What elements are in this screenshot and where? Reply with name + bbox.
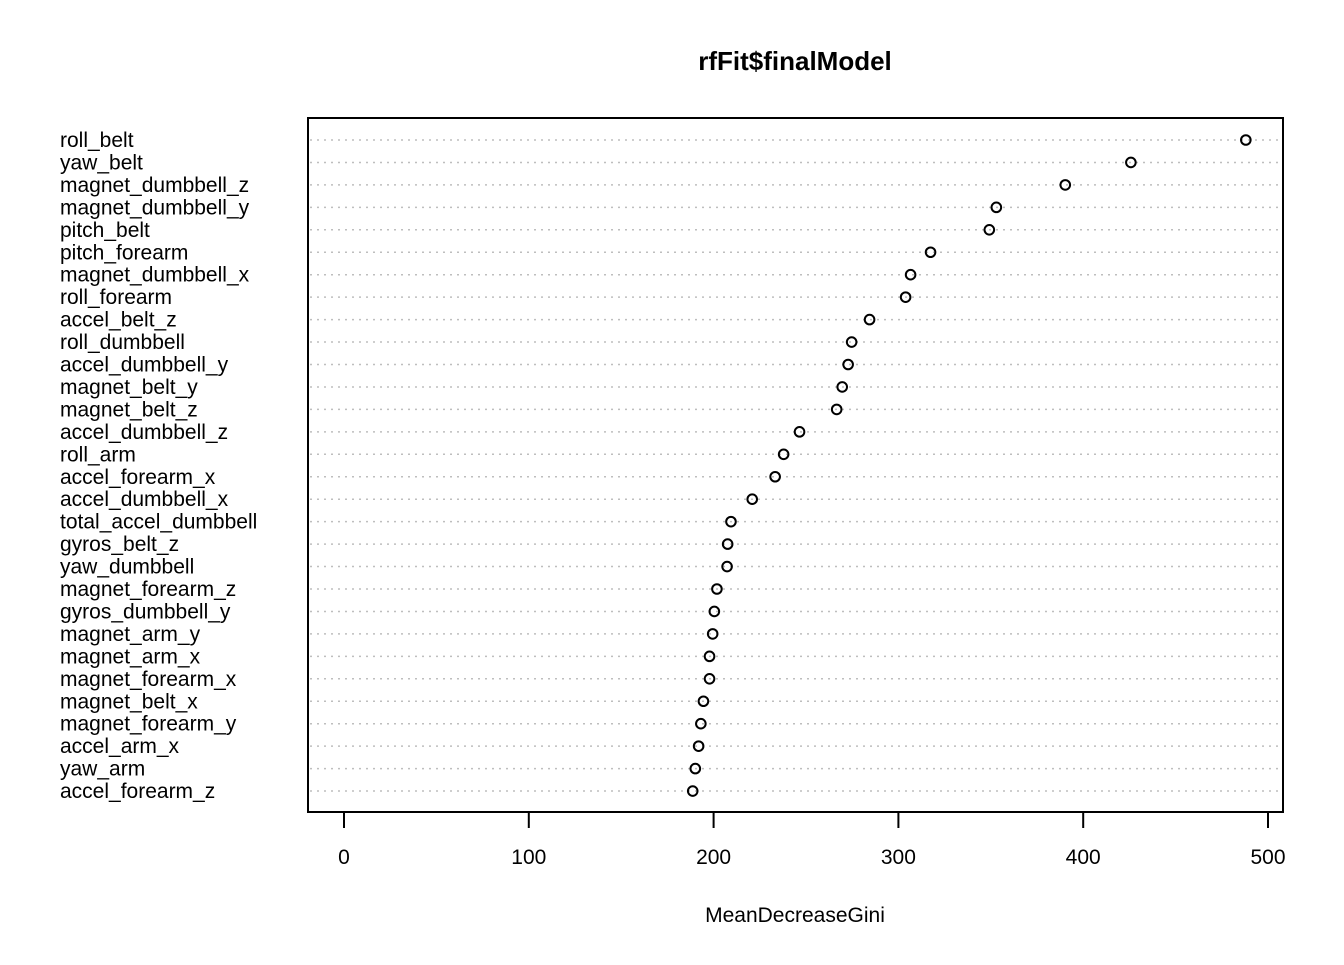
variable-label-gyros-belt-z: gyros_belt_z	[60, 533, 179, 556]
chart-title: rfFit$finalModel	[698, 46, 892, 76]
data-point-magnet-forearm-x	[703, 673, 716, 685]
variable-labels: roll_beltyaw_beltmagnet_dumbbell_zmagnet…	[60, 129, 257, 803]
x-tick-label: 400	[1066, 846, 1101, 869]
data-point-magnet-forearm-y	[695, 717, 707, 730]
variable-label-magnet-forearm-x: magnet_forearm_x	[60, 668, 237, 691]
variable-label-roll-belt: roll_belt	[60, 129, 134, 152]
data-point-pitch-belt	[983, 224, 996, 236]
data-point-roll-belt	[1240, 134, 1252, 146]
variable-label-magnet-dumbbell-y: magnet_dumbbell_y	[60, 196, 250, 219]
data-point-accel-forearm-z	[686, 785, 699, 797]
variable-label-magnet-belt-y: magnet_belt_y	[60, 376, 198, 399]
data-point-pitch-forearm	[924, 246, 937, 259]
x-axis: 0 100 200 300 400 500	[338, 811, 1286, 869]
row-guides	[310, 139, 1281, 792]
variable-label-accel-belt-z: accel_belt_z	[60, 309, 177, 332]
variable-label-yaw-dumbbell: yaw_dumbbell	[60, 556, 194, 579]
x-tick-label: 200	[696, 846, 731, 869]
variable-label-roll-dumbbell: roll_dumbbell	[60, 331, 185, 354]
data-point-accel-dumbbell-y	[842, 358, 854, 371]
data-point-gyros-dumbbell-y	[708, 605, 721, 618]
variable-label-accel-dumbbell-z: accel_dumbbell_z	[60, 421, 228, 444]
data-point-magnet-dumbbell-x	[904, 268, 917, 281]
data-point-magnet-dumbbell-z	[1059, 179, 1072, 191]
x-axis-label: MeanDecreaseGini	[705, 904, 885, 927]
variable-label-roll-forearm: roll_forearm	[60, 286, 172, 309]
x-tick-label: 500	[1250, 846, 1285, 869]
data-point-magnet-forearm-z	[711, 583, 723, 595]
variable-label-magnet-forearm-y: magnet_forearm_y	[60, 713, 237, 736]
data-point-magnet-arm-x	[703, 650, 716, 663]
variable-label-total-accel-dumbbell: total_accel_dumbbell	[60, 511, 257, 534]
variable-label-magnet-arm-y: magnet_arm_y	[60, 623, 201, 646]
data-point-magnet-dumbbell-y	[990, 201, 1003, 214]
data-point-accel-belt-z	[863, 313, 876, 326]
data-point-yaw-dumbbell	[721, 560, 733, 573]
variable-label-yaw-belt: yaw_belt	[60, 151, 143, 174]
data-point-accel-arm-x	[692, 740, 705, 752]
data-point-magnet-belt-y	[836, 381, 849, 393]
variable-label-accel-dumbbell-x: accel_dumbbell_x	[60, 488, 229, 511]
data-point-roll-arm	[777, 448, 790, 461]
variable-label-magnet-belt-z: magnet_belt_z	[60, 398, 198, 421]
variable-label-gyros-dumbbell-y: gyros_dumbbell_y	[60, 600, 231, 623]
variable-label-pitch-forearm: pitch_forearm	[60, 241, 188, 264]
x-tick-label: 300	[881, 846, 916, 869]
variable-label-accel-forearm-z: accel_forearm_z	[60, 780, 215, 803]
data-point-accel-dumbbell-z	[793, 426, 806, 438]
data-point-magnet-belt-z	[830, 403, 843, 416]
variable-label-magnet-belt-x: magnet_belt_x	[60, 690, 198, 713]
variable-label-magnet-arm-x: magnet_arm_x	[60, 645, 201, 668]
variable-label-accel-forearm-x: accel_forearm_x	[60, 466, 216, 489]
variable-label-magnet-dumbbell-x: magnet_dumbbell_x	[60, 264, 250, 287]
variable-label-yaw-arm: yaw_arm	[60, 758, 145, 781]
data-points	[686, 134, 1252, 797]
data-point-yaw-belt	[1125, 156, 1137, 169]
variable-label-roll-arm: roll_arm	[60, 443, 136, 466]
data-point-roll-forearm	[899, 291, 912, 303]
variable-label-pitch-belt: pitch_belt	[60, 219, 150, 242]
data-point-accel-dumbbell-x	[746, 493, 759, 506]
variable-label-magnet-forearm-z: magnet_forearm_z	[60, 578, 236, 601]
variable-label-magnet-dumbbell-z: magnet_dumbbell_z	[60, 174, 249, 197]
variable-label-accel-arm-x: accel_arm_x	[60, 735, 180, 758]
data-point-accel-forearm-x	[769, 470, 781, 483]
data-point-roll-dumbbell	[845, 336, 858, 348]
data-point-magnet-belt-x	[697, 695, 710, 708]
x-tick-label: 0	[338, 846, 350, 869]
variable-label-accel-dumbbell-y: accel_dumbbell_y	[60, 354, 229, 377]
data-point-yaw-arm	[689, 762, 702, 775]
data-point-magnet-arm-y	[706, 628, 719, 640]
data-point-gyros-belt-z	[721, 538, 734, 550]
data-point-total-accel-dumbbell	[725, 515, 737, 528]
x-tick-label: 100	[511, 846, 546, 869]
